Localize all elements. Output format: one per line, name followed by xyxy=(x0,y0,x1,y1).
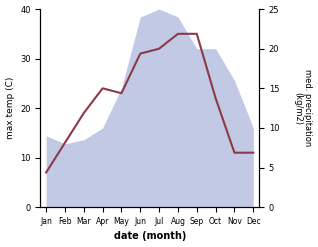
X-axis label: date (month): date (month) xyxy=(114,231,186,242)
Y-axis label: med. precipitation
(kg/m2): med. precipitation (kg/m2) xyxy=(293,69,313,147)
Y-axis label: max temp (C): max temp (C) xyxy=(5,77,15,139)
